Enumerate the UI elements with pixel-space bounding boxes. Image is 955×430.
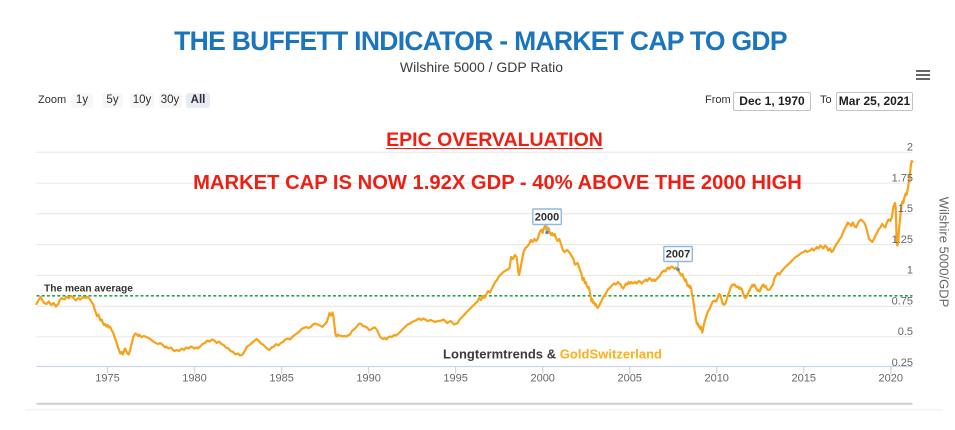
svg-text:1.75: 1.75 [892,172,913,184]
svg-text:1975: 1975 [95,373,119,385]
svg-text:1: 1 [907,265,913,277]
svg-text:2015: 2015 [792,373,816,385]
svg-text:Longtermtrends & GoldSwitzerla: Longtermtrends & GoldSwitzerland [443,347,662,362]
svg-text:1980: 1980 [182,373,206,385]
svg-text:0.25: 0.25 [892,357,913,369]
svg-text:1.5: 1.5 [898,203,913,215]
svg-text:0.75: 0.75 [892,295,913,307]
svg-text:2020: 2020 [879,373,903,385]
svg-text:2007: 2007 [666,249,690,261]
svg-text:Wilshire 5000/GDP: Wilshire 5000/GDP [937,197,952,308]
svg-text:1995: 1995 [443,373,467,385]
svg-text:The mean average: The mean average [44,284,133,295]
svg-text:0.5: 0.5 [898,326,913,338]
svg-text:2: 2 [907,142,913,154]
svg-text:2000: 2000 [530,373,554,385]
svg-text:1.25: 1.25 [892,234,913,246]
svg-text:2005: 2005 [617,373,641,385]
svg-text:1990: 1990 [356,373,380,385]
svg-text:2000: 2000 [535,212,559,224]
svg-text:2010: 2010 [704,373,728,385]
svg-text:1985: 1985 [269,373,293,385]
